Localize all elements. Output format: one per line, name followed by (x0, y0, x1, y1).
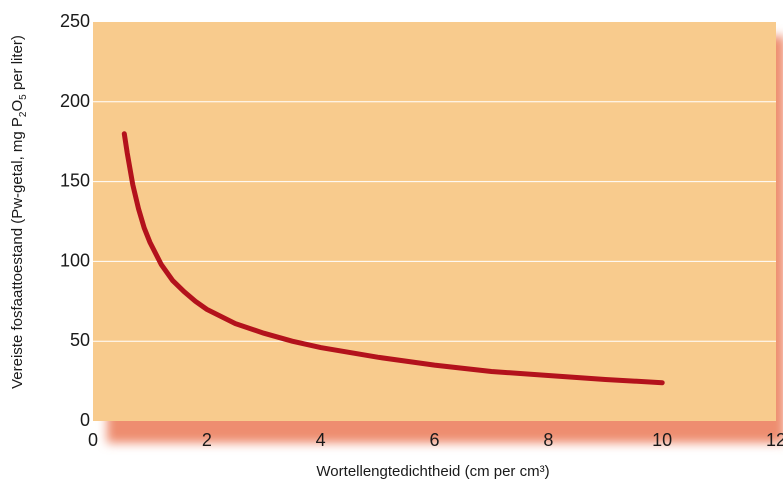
x-tick-10: 10 (652, 430, 672, 450)
x-tick-2: 2 (202, 430, 212, 450)
x-tick-0: 0 (88, 430, 98, 450)
y-tick-labels: 0 50 100 150 200 250 (60, 11, 90, 430)
plot-background (93, 22, 776, 421)
y-tick-250: 250 (60, 11, 90, 31)
y-tick-0: 0 (80, 410, 90, 430)
y-tick-150: 150 (60, 171, 90, 191)
x-tick-6: 6 (429, 430, 439, 450)
x-tick-4: 4 (316, 430, 326, 450)
y-tick-100: 100 (60, 250, 90, 270)
gridlines (93, 101, 776, 342)
x-axis-label: Wortellengtedichtheid (cm per cm³) (316, 463, 549, 480)
y-tick-50: 50 (70, 330, 90, 350)
y-axis-label: Vereiste fosfaattoestand (Pw-getal, mg P… (9, 35, 29, 389)
x-tick-labels: 0 2 4 6 8 10 12 (88, 430, 783, 450)
x-tick-12: 12 (766, 430, 783, 450)
x-tick-8: 8 (543, 430, 553, 450)
series-line (121, 131, 665, 386)
y-tick-200: 200 (60, 91, 90, 111)
